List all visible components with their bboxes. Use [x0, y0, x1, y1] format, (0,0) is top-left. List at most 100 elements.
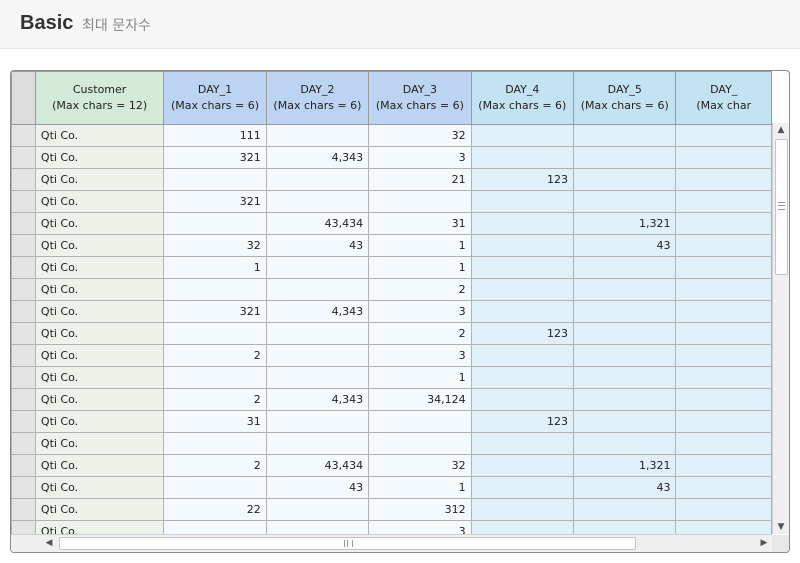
day-cell[interactable]: [675, 124, 772, 147]
day-cell[interactable]: 2: [163, 454, 267, 477]
vertical-scrollbar[interactable]: ▲ ▼: [772, 123, 789, 534]
day-cell[interactable]: [368, 190, 472, 213]
customer-cell[interactable]: Qti Co.: [34, 300, 165, 323]
horizontal-scrollbar[interactable]: ◀ ▶: [11, 534, 772, 552]
table-row[interactable]: Qti Co. 32 43 1 43: [11, 234, 772, 257]
day-cell[interactable]: [163, 322, 267, 345]
day-cell[interactable]: [675, 432, 772, 455]
day-cell[interactable]: 1: [368, 366, 472, 389]
row-header[interactable]: [11, 432, 36, 455]
day-cell[interactable]: 2: [368, 322, 472, 345]
row-header[interactable]: [11, 190, 36, 213]
day-cell[interactable]: 2: [368, 278, 472, 301]
customer-cell[interactable]: Qti Co.: [34, 476, 165, 499]
day-cell[interactable]: [573, 190, 677, 213]
column-header-day-1[interactable]: DAY_1 (Max chars = 6): [163, 71, 267, 125]
customer-cell[interactable]: Qti Co.: [34, 146, 165, 169]
row-header[interactable]: [11, 498, 36, 521]
row-header[interactable]: [11, 212, 36, 235]
day-cell[interactable]: [573, 410, 677, 433]
day-cell[interactable]: [675, 190, 772, 213]
row-header[interactable]: [11, 300, 36, 323]
day-cell[interactable]: [470, 476, 575, 499]
day-cell[interactable]: [470, 124, 575, 147]
day-cell[interactable]: 123: [470, 322, 575, 345]
day-cell[interactable]: 21: [368, 168, 472, 191]
day-cell[interactable]: 312: [368, 498, 472, 521]
table-row[interactable]: Qti Co. 2 123: [11, 322, 772, 345]
day-cell[interactable]: [573, 124, 677, 147]
day-cell[interactable]: [163, 278, 267, 301]
table-row[interactable]: Qti Co. 2 3: [11, 344, 772, 367]
day-cell[interactable]: 43: [573, 476, 677, 499]
day-cell[interactable]: [675, 146, 772, 169]
day-cell[interactable]: [470, 520, 575, 534]
day-cell[interactable]: [265, 256, 370, 279]
day-cell[interactable]: [265, 366, 370, 389]
table-row[interactable]: Qti Co. 111 32: [11, 124, 772, 147]
day-cell[interactable]: [573, 256, 677, 279]
column-header-day-3[interactable]: DAY_3 (Max chars = 6): [368, 71, 472, 125]
day-cell[interactable]: [573, 498, 677, 521]
day-cell[interactable]: 1,321: [573, 212, 677, 235]
day-cell[interactable]: [573, 168, 677, 191]
row-header[interactable]: [11, 520, 36, 534]
day-cell[interactable]: 43,434: [265, 454, 370, 477]
day-cell[interactable]: [675, 454, 772, 477]
day-cell[interactable]: 43,434: [265, 212, 370, 235]
table-row[interactable]: Qti Co. 22 312: [11, 498, 772, 521]
row-header[interactable]: [11, 278, 36, 301]
row-header[interactable]: [11, 388, 36, 411]
day-cell[interactable]: [470, 190, 575, 213]
day-cell[interactable]: 3: [368, 520, 472, 534]
day-cell[interactable]: 22: [163, 498, 267, 521]
vertical-scroll-thumb[interactable]: [775, 139, 788, 275]
day-cell[interactable]: [573, 432, 677, 455]
customer-cell[interactable]: Qti Co.: [34, 366, 165, 389]
customer-cell[interactable]: Qti Co.: [34, 344, 165, 367]
day-cell[interactable]: [675, 366, 772, 389]
day-cell[interactable]: [265, 432, 370, 455]
customer-cell[interactable]: Qti Co.: [34, 256, 165, 279]
day-cell[interactable]: [675, 168, 772, 191]
row-header[interactable]: [11, 366, 36, 389]
row-header[interactable]: [11, 234, 36, 257]
customer-cell[interactable]: Qti Co.: [34, 234, 165, 257]
row-header[interactable]: [11, 168, 36, 191]
day-cell[interactable]: [675, 520, 772, 534]
day-cell[interactable]: [573, 300, 677, 323]
row-header[interactable]: [11, 410, 36, 433]
day-cell[interactable]: [675, 476, 772, 499]
day-cell[interactable]: [573, 520, 677, 534]
column-header-day-2[interactable]: DAY_2 (Max chars = 6): [265, 71, 370, 125]
day-cell[interactable]: [265, 344, 370, 367]
day-cell[interactable]: 111: [163, 124, 267, 147]
row-header[interactable]: [11, 322, 36, 345]
row-header[interactable]: [11, 476, 36, 499]
customer-cell[interactable]: Qti Co.: [34, 278, 165, 301]
scroll-up-arrow-icon[interactable]: ▲: [777, 125, 785, 135]
table-row[interactable]: Qti Co. 1 1: [11, 256, 772, 279]
day-cell[interactable]: [470, 366, 575, 389]
day-cell[interactable]: 43: [573, 234, 677, 257]
day-cell[interactable]: 3: [368, 300, 472, 323]
day-cell[interactable]: [675, 498, 772, 521]
day-cell[interactable]: [265, 168, 370, 191]
day-cell[interactable]: [573, 388, 677, 411]
day-cell[interactable]: [470, 256, 575, 279]
table-row[interactable]: Qti Co. 31 123: [11, 410, 772, 433]
day-cell[interactable]: 32: [368, 124, 472, 147]
day-cell[interactable]: [675, 410, 772, 433]
horizontal-scroll-thumb[interactable]: [59, 537, 636, 550]
row-header-corner[interactable]: [11, 71, 36, 125]
day-cell[interactable]: 1,321: [573, 454, 677, 477]
column-header-customer[interactable]: Customer (Max chars = 12): [34, 71, 165, 125]
day-cell[interactable]: [265, 520, 370, 534]
day-cell[interactable]: 3: [368, 146, 472, 169]
day-cell[interactable]: [470, 454, 575, 477]
day-cell[interactable]: [470, 498, 575, 521]
customer-cell[interactable]: Qti Co.: [34, 190, 165, 213]
day-cell[interactable]: 321: [163, 146, 267, 169]
day-cell[interactable]: [470, 212, 575, 235]
table-row[interactable]: Qti Co. 21 123: [11, 168, 772, 191]
